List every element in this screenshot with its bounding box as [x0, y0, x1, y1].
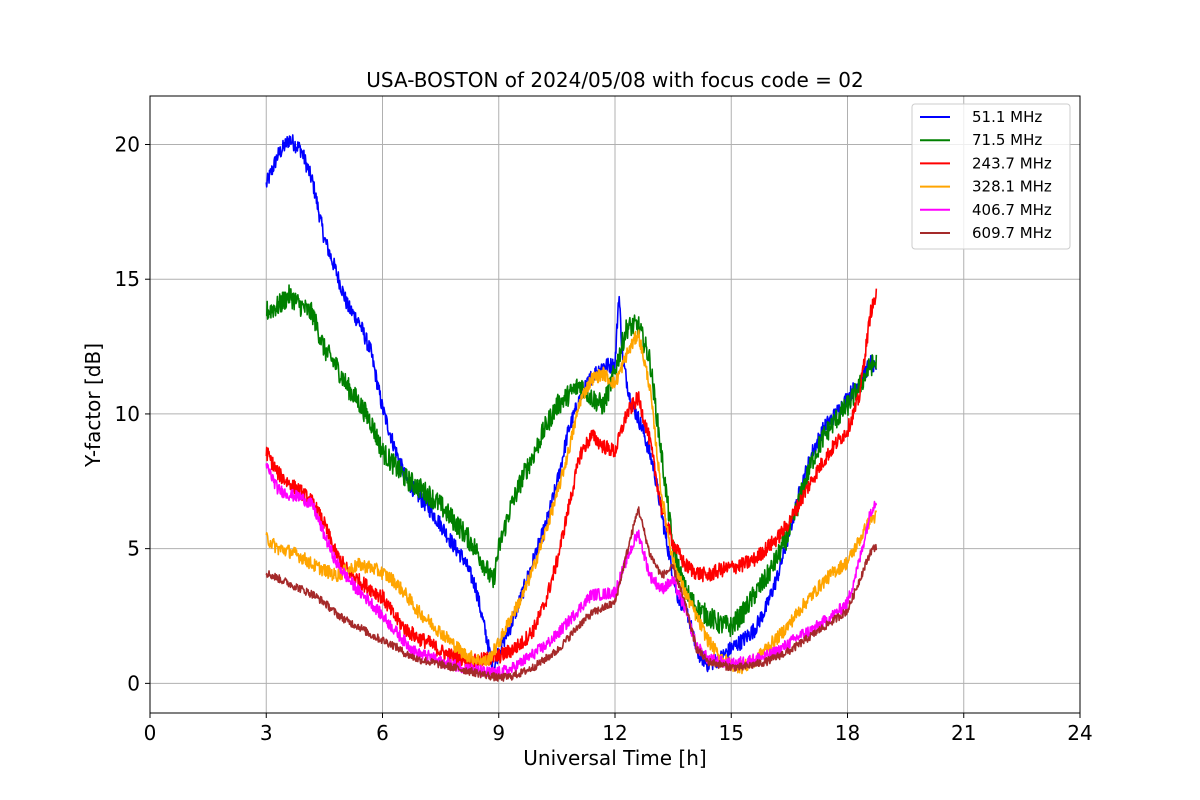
- series-line-3: [265, 329, 878, 675]
- x-tick-label: 21: [951, 721, 976, 745]
- y-tick-label: 15: [115, 267, 140, 291]
- series-line-1: [265, 284, 878, 638]
- chart-title: USA-BOSTON of 2024/05/08 with focus code…: [366, 68, 863, 92]
- legend-label: 328.1 MHz: [972, 178, 1052, 196]
- x-tick-label: 6: [376, 721, 389, 745]
- legend-label: 609.7 MHz: [972, 224, 1052, 242]
- series-layer: [265, 134, 878, 682]
- legend-label: 71.5 MHz: [972, 131, 1042, 149]
- x-tick-label: 9: [492, 721, 505, 745]
- x-tick-label: 18: [835, 721, 860, 745]
- legend-label: 51.1 MHz: [972, 108, 1042, 126]
- x-axis: 0 3 6 9 12 15 18 21 24: [144, 713, 1093, 745]
- x-tick-label: 0: [144, 721, 157, 745]
- x-tick-label: 24: [1067, 721, 1092, 745]
- y-tick-label: 5: [127, 537, 140, 561]
- x-axis-label: Universal Time [h]: [523, 746, 706, 770]
- legend-label: 243.7 MHz: [972, 154, 1052, 172]
- legend: 51.1 MHz 71.5 MHz 243.7 MHz 328.1 MHz 406.7 …: [911, 103, 1071, 250]
- y-axis: 0 5 10 15 20: [115, 132, 150, 695]
- y-tick-label: 0: [127, 671, 140, 695]
- x-tick-label: 12: [602, 721, 627, 745]
- legend-box: [911, 103, 1071, 250]
- series-line-5: [265, 506, 878, 682]
- x-tick-label: 15: [719, 721, 744, 745]
- series-line-2: [265, 288, 878, 670]
- x-tick-label: 3: [260, 721, 273, 745]
- legend-label: 406.7 MHz: [972, 201, 1052, 219]
- series-line-0: [265, 134, 878, 678]
- y-axis-label: Y-factor [dB]: [81, 343, 105, 468]
- y-tick-label: 10: [115, 402, 140, 426]
- y-tick-label: 20: [115, 132, 140, 156]
